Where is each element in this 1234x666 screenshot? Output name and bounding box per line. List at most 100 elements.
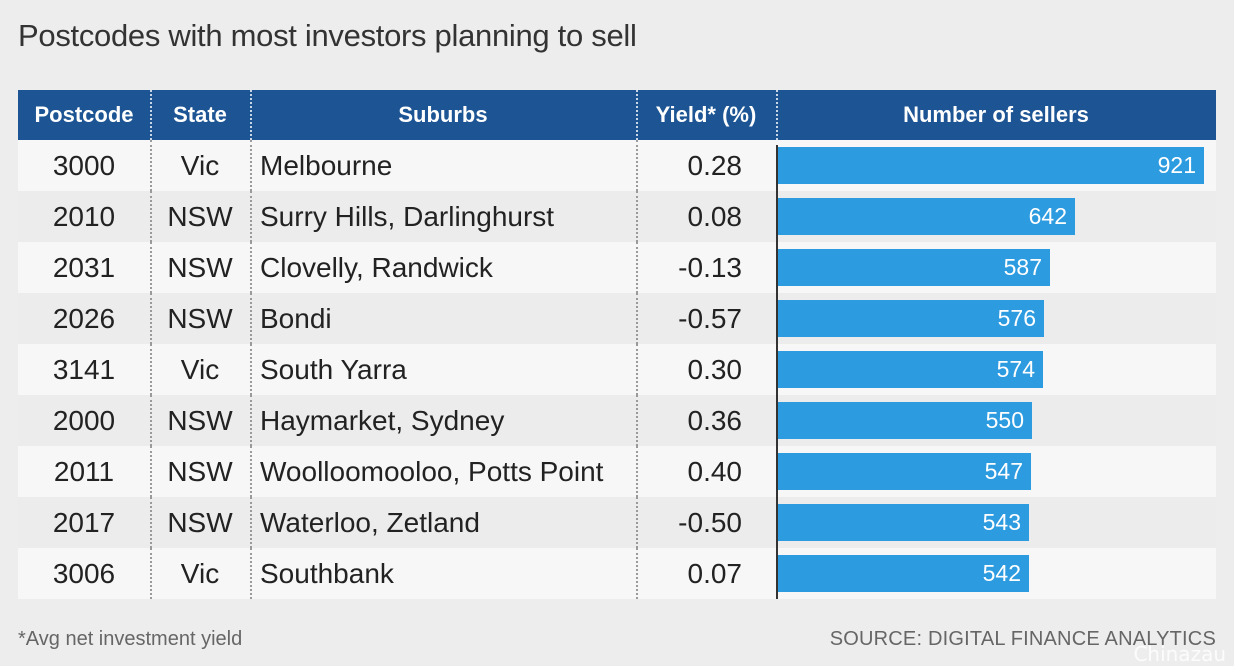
seller-bar-label: 542 [982, 560, 1021, 586]
state-cell: Vic [180, 150, 220, 181]
table-row: 3000 Vic Melbourne 0.28 921 [18, 140, 1216, 191]
yield-cell: 0.40 [687, 456, 743, 487]
seller-bar [778, 147, 1204, 184]
state-cell: NSW [167, 456, 233, 487]
state-cell: NSW [167, 303, 233, 334]
postcode-cell: 3006 [52, 558, 116, 589]
header-divider [636, 90, 638, 140]
sellers-table: Postcode State Suburbs Yield* (%) Number… [18, 90, 1216, 599]
header-divider [250, 90, 252, 140]
state-cell: NSW [167, 201, 233, 232]
column-divider [250, 140, 252, 191]
seller-bar-label: 642 [1028, 203, 1067, 229]
column-divider [250, 344, 252, 395]
seller-bar-label: 921 [1157, 152, 1196, 178]
sellers-cell: 543 [776, 497, 1216, 548]
column-divider [150, 344, 152, 395]
column-divider [250, 242, 252, 293]
suburbs-cell: Haymarket, Sydney [260, 405, 505, 436]
suburbs-cell: Woolloomooloo, Potts Point [260, 456, 604, 487]
chart-title: Postcodes with most investors planning t… [18, 18, 637, 53]
column-divider [636, 344, 638, 395]
column-divider [150, 548, 152, 599]
state-cell: NSW [167, 405, 233, 436]
yield-cell: -0.57 [678, 303, 742, 334]
sellers-cell: 542 [776, 548, 1216, 599]
sellers-cell: 550 [776, 395, 1216, 446]
yield-cell: 0.36 [687, 405, 743, 436]
suburbs-cell: Bondi [260, 303, 332, 334]
sellers-cell: 576 [776, 293, 1216, 344]
table-row: 3141 Vic South Yarra 0.30 574 [18, 344, 1216, 395]
seller-bar [778, 198, 1075, 235]
yield-cell: 0.28 [687, 150, 743, 181]
source-credit: SOURCE: DIGITAL FINANCE ANALYTICS [829, 628, 1216, 650]
header-postcode: Postcode [34, 102, 134, 127]
table-row: 2011 NSW Woolloomooloo, Potts Point 0.40 547 [18, 446, 1216, 497]
suburbs-cell: Waterloo, Zetland [260, 507, 480, 538]
yield-cell: -0.50 [678, 507, 742, 538]
sellers-cell: 587 [776, 242, 1216, 293]
column-divider [250, 293, 252, 344]
header-divider [776, 90, 778, 140]
table-row: 2000 NSW Haymarket, Sydney 0.36 550 [18, 395, 1216, 446]
table-row: 3006 Vic Southbank 0.07 542 [18, 548, 1216, 599]
header-state: State [173, 102, 227, 127]
table-row: 2010 NSW Surry Hills, Darlinghurst 0.08 642 [18, 191, 1216, 242]
column-divider [636, 242, 638, 293]
column-divider [250, 191, 252, 242]
header-divider [150, 90, 152, 140]
column-divider [150, 497, 152, 548]
column-divider [150, 242, 152, 293]
column-divider [636, 140, 638, 191]
column-divider [250, 446, 252, 497]
state-cell: NSW [167, 507, 233, 538]
suburbs-cell: Southbank [260, 558, 394, 589]
column-divider [636, 497, 638, 548]
seller-bar [778, 249, 1050, 286]
seller-bar-label: 547 [984, 458, 1023, 484]
column-divider [150, 395, 152, 446]
state-cell: Vic [180, 558, 220, 589]
yield-cell: -0.13 [678, 252, 742, 283]
yield-cell: 0.07 [687, 558, 743, 589]
seller-bar-label: 550 [985, 407, 1024, 433]
column-divider [636, 395, 638, 446]
sellers-cell: 547 [776, 446, 1216, 497]
postcode-cell: 2011 [53, 456, 115, 487]
column-divider [250, 497, 252, 548]
footnote: *Avg net investment yield [18, 628, 243, 650]
column-divider [250, 395, 252, 446]
seller-bar [778, 453, 1031, 490]
header-sellers: Number of sellers [903, 102, 1089, 127]
seller-bar [778, 504, 1029, 541]
table-body: 3000 Vic Melbourne 0.28 921 2010 NSW Surry Hill… [18, 140, 1216, 599]
column-divider [150, 446, 152, 497]
table-row: 2017 NSW Waterloo, Zetland -0.50 543 [18, 497, 1216, 548]
sellers-cell: 574 [776, 344, 1216, 395]
watermark: Chinazau [1133, 642, 1226, 666]
seller-bar-label: 576 [997, 305, 1036, 331]
suburbs-cell: Surry Hills, Darlinghurst [260, 201, 555, 232]
column-divider [150, 191, 152, 242]
suburbs-cell: Melbourne [260, 150, 393, 181]
header-yield: Yield* (%) [655, 102, 757, 127]
postcode-cell: 3141 [52, 354, 116, 385]
state-cell: Vic [180, 354, 220, 385]
postcode-cell: 2017 [52, 507, 116, 538]
postcode-cell: 2031 [52, 252, 116, 283]
column-divider [636, 191, 638, 242]
postcode-cell: 2026 [52, 303, 116, 334]
seller-bar [778, 555, 1029, 592]
sellers-cell: 642 [776, 191, 1216, 242]
column-divider [250, 548, 252, 599]
postcode-cell: 3000 [52, 150, 116, 181]
seller-bar-label: 574 [996, 356, 1035, 382]
column-divider [636, 446, 638, 497]
yield-cell: 0.08 [687, 201, 743, 232]
table-row: 2031 NSW Clovelly, Randwick -0.13 587 [18, 242, 1216, 293]
suburbs-cell: Clovelly, Randwick [260, 252, 493, 283]
seller-bar-label: 543 [982, 509, 1021, 535]
sellers-cell: 921 [776, 140, 1216, 191]
seller-bar-label: 587 [1003, 254, 1042, 280]
